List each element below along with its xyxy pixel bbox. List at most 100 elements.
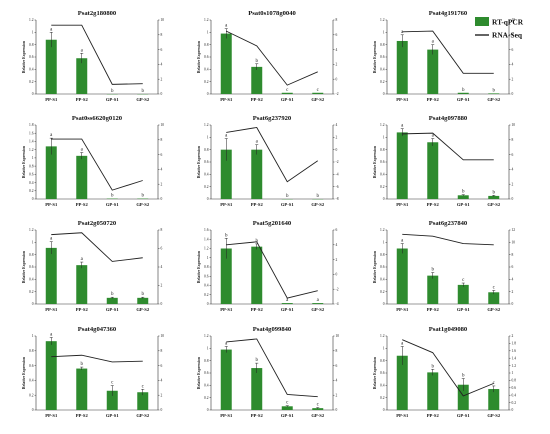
left-tick-label: 0.6	[380, 371, 385, 375]
left-tick-label: 1.8	[29, 123, 34, 127]
rna-seq-line	[226, 30, 318, 86]
right-tick-label: 4	[336, 379, 338, 383]
category-label: GP-S1	[281, 97, 294, 102]
category-label: GP-S1	[281, 413, 294, 418]
significance-label: b	[256, 59, 259, 64]
right-tick-label: 2	[161, 284, 163, 288]
left-tick-label: 1.4	[204, 237, 209, 241]
chart-panel: Psat6g237840 0 0.2 0.4 0.6 0.8 1 1.2 0 2 4 6 8 10 12 Re…	[373, 220, 515, 312]
panel-title: Psat2g050720	[78, 220, 117, 227]
y-axis-label: Relative Expression	[373, 356, 377, 389]
right-tick-label: 4	[161, 168, 163, 172]
right-tick-label: 0	[161, 92, 163, 96]
chart-panel: Psat6g237920 0 0.2 0.4 0.6 0.8 1 1.2 -8 -6 -4 -2 0 2 4…	[197, 115, 339, 207]
significance-label: c	[317, 88, 320, 93]
rna-seq-line	[51, 232, 143, 262]
significance-label: b	[462, 190, 465, 195]
left-tick-label: 0.8	[204, 359, 209, 363]
left-tick-label: 0.6	[29, 55, 34, 59]
significance-label: c	[493, 381, 496, 386]
category-label: GP-S1	[457, 307, 470, 312]
bar	[396, 248, 408, 304]
left-tick-label: 0.2	[204, 396, 209, 400]
left-tick-label: 0.2	[29, 80, 34, 84]
right-tick-label: 8	[336, 18, 338, 22]
category-label: GP-S2	[136, 202, 149, 207]
right-tick-label: -2	[336, 287, 339, 291]
bar	[220, 33, 232, 94]
right-tick-label: 1.8	[512, 342, 517, 346]
left-tick-label: 0.2	[380, 80, 385, 84]
left-tick-label: 0.2	[29, 393, 34, 397]
chart-panel: Psat4g04736000.20.40.60.810246810Relativ…	[22, 326, 164, 418]
right-tick-label: 4	[336, 243, 338, 247]
right-tick-label: 8	[512, 33, 514, 37]
significance-label: a	[81, 48, 84, 53]
left-tick-label: 0	[207, 92, 209, 96]
significance-label: a	[225, 341, 228, 346]
category-label: PP-S2	[251, 202, 264, 207]
left-tick-label: 1.2	[29, 18, 34, 22]
left-tick-label: 1.2	[380, 334, 385, 338]
significance-label: a	[225, 134, 228, 139]
bar	[396, 132, 408, 199]
right-tick-label: 2	[161, 77, 163, 81]
left-tick-label: 1	[32, 241, 34, 245]
category-label: PP-S2	[427, 97, 440, 102]
left-tick-label: 1.2	[29, 148, 34, 152]
left-tick-label: 0.8	[204, 265, 209, 269]
significance-label: c	[462, 278, 465, 283]
significance-label: b	[81, 362, 84, 367]
legend-bar-swatch	[475, 17, 489, 26]
panel-title: Psat6g237920	[253, 115, 292, 122]
category-label: GP-S1	[457, 202, 470, 207]
significance-label: a	[50, 237, 53, 242]
significance-label: c	[493, 285, 496, 290]
right-tick-label: 0	[512, 408, 514, 412]
right-tick-label: 6	[336, 33, 338, 37]
category-label: GP-S2	[487, 202, 500, 207]
category-label: PP-S2	[251, 307, 264, 312]
bar	[281, 92, 293, 94]
right-tick-label: 2	[336, 393, 338, 397]
bar	[312, 303, 324, 304]
left-tick-label: 0.8	[380, 359, 385, 363]
right-tick-label: 6	[336, 364, 338, 368]
category-label: PP-S1	[45, 97, 58, 102]
bar	[396, 40, 408, 94]
right-tick-label: 0	[336, 148, 338, 152]
panel-title: Psat4g047360	[78, 326, 117, 333]
bar	[488, 292, 500, 304]
right-tick-label: 2	[512, 334, 514, 338]
left-tick-label: 0.2	[380, 185, 385, 189]
category-label: PP-S1	[396, 413, 409, 418]
left-tick-label: 0.4	[204, 284, 209, 288]
right-tick-label: 4	[512, 278, 514, 282]
y-axis-label: Relative Expression	[22, 250, 26, 283]
significance-label: a	[50, 332, 53, 337]
bar	[281, 303, 293, 304]
y-axis-label: Relative Expression	[373, 250, 377, 283]
right-tick-label: 8	[336, 349, 338, 353]
bar	[251, 66, 263, 94]
right-tick-label: 6	[161, 364, 163, 368]
category-label: GP-S2	[311, 307, 324, 312]
category-label: GP-S2	[487, 307, 500, 312]
left-tick-label: 1	[383, 31, 385, 35]
right-tick-label: 0	[161, 302, 163, 306]
category-label: PP-S2	[427, 202, 440, 207]
right-tick-label: 0	[161, 197, 163, 201]
right-tick-label: 0	[512, 92, 514, 96]
bar	[76, 58, 88, 94]
left-tick-label: 0.8	[29, 349, 34, 353]
left-tick-label: 1.4	[29, 140, 34, 144]
left-tick-label: 0	[383, 197, 385, 201]
right-tick-label: 4	[512, 63, 514, 67]
right-tick-label: 0	[512, 197, 514, 201]
chart-panel: Psat0s1078g0040 0 0.2 0.4 0.6 0.8 1 1.2 -2 0 2 4 6 8 R…	[197, 10, 339, 102]
right-tick-label: 2	[336, 63, 338, 67]
right-tick-label: 4	[336, 123, 338, 127]
significance-label: a	[256, 140, 259, 145]
right-tick-label: 12	[512, 228, 516, 232]
